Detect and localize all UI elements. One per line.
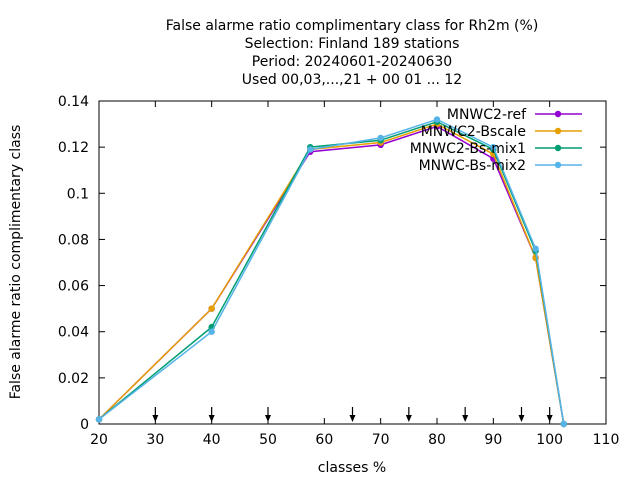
axes [98,100,607,425]
x-tick-label: 30 [146,432,164,448]
legend-label-4: MNWC-Bs-mix2 [419,158,526,174]
title-line-1: False alarme ratio complimentary class f… [166,18,539,34]
x-tick-label: 50 [259,432,277,448]
y-tick-label: 0.12 [58,140,89,156]
series-point [490,143,497,151]
chart-title: False alarme ratio complimentary class f… [166,18,539,88]
y-tick-label: 0.14 [58,94,89,110]
legend-marker-3 [554,144,562,152]
x-tick-label: 40 [203,432,221,448]
legend: MNWC2-refMNWC2-BscaleMNWC2-Bs-mix1MNWC-B… [410,107,582,174]
y-tick-label: 0.04 [58,325,89,341]
arrow-marker-head [265,415,271,422]
y-axis-label: False alarme ratio complimentary class [8,125,24,400]
x-tick-label: 80 [428,432,446,448]
y-tick-label: 0.06 [58,279,89,295]
arrow-marker-head [349,415,356,422]
legend-label-2: MNWC2-Bscale [421,124,526,140]
arrow-marker-head [152,415,159,422]
arrow-marker-head [405,415,412,422]
series-lines [95,116,567,428]
series-point [433,116,441,123]
x-tick-label: 60 [315,432,333,448]
series-point [95,416,103,423]
plot-border [98,100,607,425]
series-point [560,420,567,428]
arrow-marker-head [518,415,525,422]
series-line-2 [98,123,565,425]
series-line-4 [98,118,565,425]
legend-label-3: MNWC2-Bs-mix1 [410,141,526,157]
legend-label-1: MNWC2-ref [447,107,527,123]
series-line-3 [98,120,565,425]
x-tick-label: 100 [536,432,563,448]
arrow-marker-head [546,415,553,422]
tick-labels: 20 30 40 50 60 70 80 90 100 110 0 0.02 0.04 0.06 0.08 0… [58,94,620,448]
arrow-marker-head [462,415,469,422]
x-tick-label: 90 [484,432,502,448]
arrow-markers [152,407,553,422]
y-tick-label: 0.08 [58,232,89,248]
series-point [208,328,215,335]
series-point [208,305,215,312]
x-axis-label: classes % [318,460,386,476]
title-line-4: Used 00,03,...,21 + 00 01 ... 12 [242,72,462,88]
y-tick-label: 0.02 [58,371,89,387]
series-point [532,245,539,252]
legend-marker-2 [554,127,562,135]
series-point [377,134,384,142]
y-tick-label: 0 [80,417,89,433]
legend-marker-4 [554,161,562,169]
y-tick-label: 0.1 [67,186,89,202]
x-tick-label: 110 [593,432,620,448]
title-line-2: Selection: Finland 189 stations [245,36,460,52]
x-tick-label: 20 [90,432,108,448]
legend-marker-1 [554,110,562,118]
arrow-marker-head [208,415,215,422]
title-line-3: Period: 20240601-20240630 [252,54,452,70]
x-tick-label: 70 [372,432,390,448]
series-point [307,146,314,153]
